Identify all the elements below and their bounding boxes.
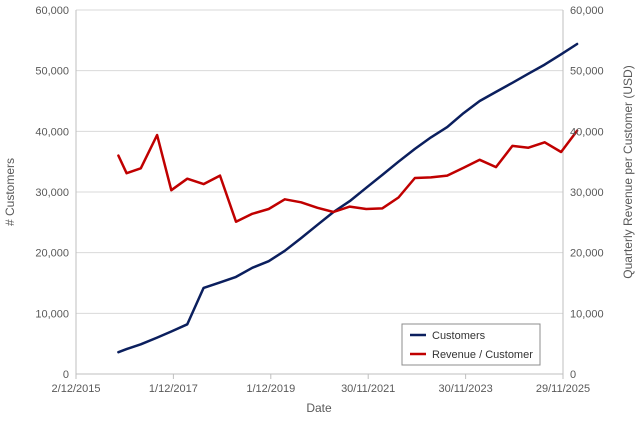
gridlines: [76, 9, 563, 314]
x-tick-label: 2/12/2015: [52, 383, 101, 395]
y-right-tick-label: 20,000: [570, 248, 604, 260]
x-tick-label: 1/12/2019: [246, 383, 295, 395]
x-tick-label: 29/11/2025: [536, 383, 590, 395]
x-tick-label: 30/11/2023: [438, 383, 492, 395]
y-left-tick-label: 60,000: [35, 5, 69, 17]
y-right-tick-label: 60,000: [570, 5, 604, 17]
x-tick-label: 30/11/2021: [341, 383, 395, 395]
y-axis-left-title: # Customers: [3, 158, 17, 226]
series-line-revenue-per-customer: [117, 129, 579, 223]
y-left-tick-label: 40,000: [35, 126, 69, 138]
y-right-tick-label: 30,000: [570, 187, 604, 199]
x-tick-label: 1/12/2017: [149, 383, 198, 395]
y-left-tick-label: 50,000: [35, 66, 69, 78]
y-axis-right-title: Quarterly Revenue per Customer (USD): [621, 65, 635, 278]
axes: [75, 10, 564, 379]
legend: Customers Revenue / Customer: [401, 323, 541, 366]
legend-box: [401, 323, 541, 366]
y-right-tick-label: 40,000: [570, 126, 604, 138]
series-line-customers: [117, 42, 579, 354]
y-left-tick-label: 0: [63, 369, 69, 381]
y-right-tick-label: 50,000: [570, 66, 604, 78]
y-right-tick-label: 0: [570, 369, 576, 381]
x-axis-title: Date: [306, 401, 332, 415]
legend-label-customers: Customers: [432, 330, 486, 342]
series-lines: [117, 42, 579, 354]
y-left-tick-label: 20,000: [35, 248, 69, 260]
y-left-tick-label: 30,000: [35, 187, 69, 199]
tick-labels: 0 10,000 20,000 30,000 40,000 50,000 60,000 0 10…: [35, 5, 603, 395]
y-right-tick-label: 10,000: [570, 308, 604, 320]
legend-label-revenue: Revenue / Customer: [432, 349, 533, 361]
y-left-tick-label: 10,000: [35, 308, 69, 320]
